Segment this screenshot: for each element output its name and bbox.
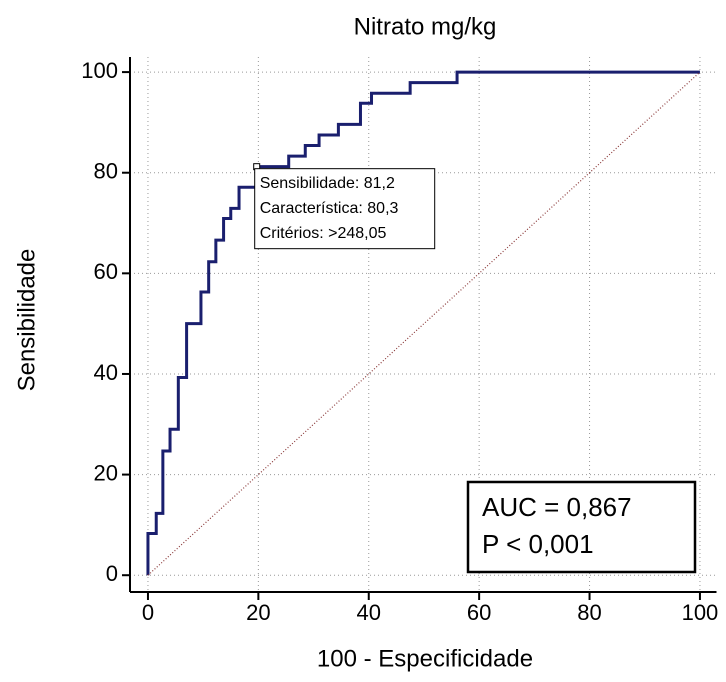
x-tick-label: 0 (142, 600, 154, 625)
stats-text: P < 0,001 (482, 529, 594, 559)
x-axis-label: 100 - Especificidade (317, 645, 533, 672)
criterion-text: Sensibilidade: 81,2 (260, 175, 395, 192)
x-tick-label: 60 (467, 600, 491, 625)
criterion-box (254, 168, 436, 250)
x-tick-label: 40 (357, 600, 381, 625)
criterion-text: Característica: 80,3 (260, 200, 399, 217)
stats-box (466, 480, 697, 574)
y-axis-label: Sensibilidade (13, 249, 40, 392)
stats-text: AUC = 0,867 (482, 492, 632, 522)
y-tick-label: 0 (106, 561, 118, 586)
criterion-text: Critérios: >248,05 (260, 225, 387, 242)
y-tick-label: 100 (81, 58, 118, 83)
chart-title: Nitrato mg/kg (354, 13, 497, 40)
y-tick-label: 60 (94, 259, 118, 284)
roc-curve (146, 70, 700, 576)
x-tick-label: 20 (246, 600, 270, 625)
y-tick-label: 20 (94, 460, 118, 485)
x-tick-label: 100 (682, 600, 719, 625)
y-tick-label: 40 (94, 360, 118, 385)
x-tick-label: 80 (577, 600, 601, 625)
y-tick-label: 80 (94, 159, 118, 184)
